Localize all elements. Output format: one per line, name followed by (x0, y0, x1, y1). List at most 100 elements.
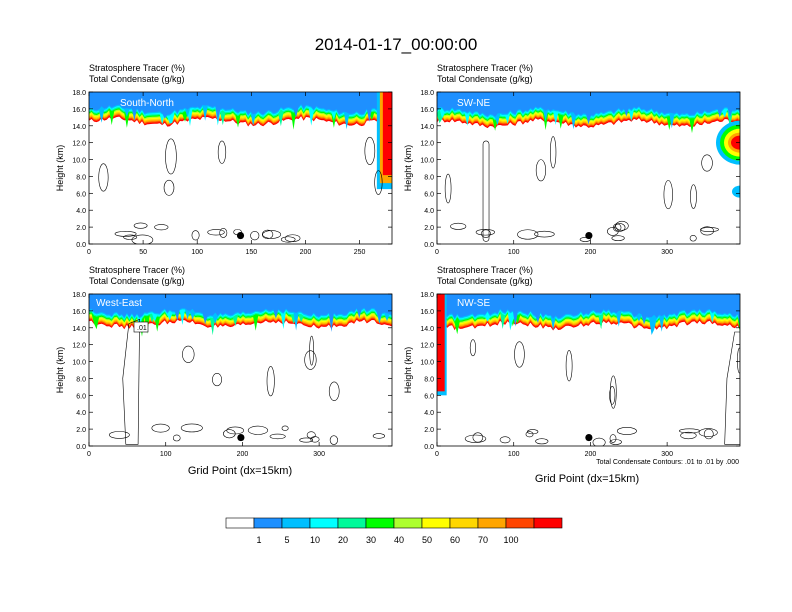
y-tick-label: 0.0 (76, 444, 86, 451)
condensate-contour (609, 386, 616, 405)
x-tick-label: 250 (354, 249, 366, 256)
plot-content (89, 294, 392, 445)
panel-title-line2: Total Condensate (g/kg) (437, 276, 533, 286)
condensate-contour (364, 136, 376, 165)
colorbar-swatch (393, 517, 423, 529)
condensate-contour (306, 431, 316, 439)
condensate-contour (611, 235, 625, 241)
condensate-contour (737, 347, 740, 374)
condensate-contour (219, 227, 228, 238)
y-tick-label: 12.0 (420, 343, 434, 350)
condensate-contour (151, 423, 170, 433)
condensate-contour (480, 229, 491, 238)
condensate-contour (114, 231, 137, 237)
panel-label: South-North (120, 98, 174, 109)
plot-frame (88, 91, 393, 245)
y-tick-label: 16.0 (420, 309, 434, 316)
y-tick-label: 6.0 (424, 393, 434, 400)
condensate-contour (328, 381, 340, 401)
colorbar-label: 40 (394, 535, 404, 545)
y-tick-label: 8.0 (424, 376, 434, 383)
condensate-contour (122, 318, 140, 445)
condensate-contour (499, 436, 511, 444)
condensate-contour (98, 163, 109, 192)
y-tick-label: 12.0 (72, 141, 86, 148)
colorbar-label: 20 (338, 535, 348, 545)
panel-title-line1: Stratosphere Tracer (%) (437, 265, 533, 275)
condensate-contour (304, 350, 317, 370)
condensate-contour (535, 159, 546, 182)
plot-frame (436, 91, 741, 245)
condensate-contour (663, 180, 673, 210)
colorbar-label: 10 (310, 535, 320, 545)
colorbar-label: 50 (422, 535, 432, 545)
condensate-contour (262, 230, 282, 239)
y-tick-label: 16.0 (72, 309, 86, 316)
location-marker (585, 231, 593, 240)
y-tick-label: 2.0 (76, 225, 86, 232)
condensate-contour (172, 434, 181, 442)
condensate-contour (610, 375, 617, 409)
y-tick-label: 10.0 (420, 360, 434, 367)
condensate-contour (374, 170, 383, 195)
condensate-contour (207, 229, 225, 236)
location-marker (237, 433, 245, 442)
y-tick-label: 14.0 (420, 124, 434, 131)
y-tick-label: 2.0 (424, 427, 434, 434)
y-tick-label: 14.0 (420, 326, 434, 333)
y-tick-label: 10.0 (420, 158, 434, 165)
condensate-contour (689, 235, 697, 242)
y-tick-label: 8.0 (424, 174, 434, 181)
colorbar-label: 30 (366, 535, 376, 545)
condensate-contour (616, 427, 637, 435)
colorbar-swatch (533, 517, 563, 529)
condensate-contour (701, 154, 713, 172)
condensate-contour (329, 435, 338, 445)
x-tick-label: 0 (87, 249, 91, 256)
colorbar: 1 5 10 20 30 40 50 60 70 100 (225, 517, 563, 545)
x-axis-label: Grid Point (dx=15km) (188, 465, 292, 477)
y-tick-label: 2.0 (424, 225, 434, 232)
tracer-intrusion-core (437, 294, 445, 392)
panel-south-north: Stratosphere Tracer (%) Total Condensate… (55, 63, 393, 256)
x-tick-label: 300 (661, 249, 673, 256)
condensate-contour (615, 220, 629, 231)
y-tick-label: 12.0 (72, 343, 86, 350)
y-tick-label: 18.0 (420, 90, 434, 97)
condensate-contour (266, 366, 275, 397)
condensate-contour (154, 224, 169, 231)
y-axis-label: Height (km) (55, 145, 65, 192)
condensate-contour (108, 431, 130, 439)
colorbar-swatch (281, 517, 311, 529)
y-tick-label: 6.0 (76, 393, 86, 400)
condensate-contour (281, 425, 289, 431)
colorbar-swatch (449, 517, 479, 529)
y-tick-label: 0.0 (424, 242, 434, 249)
condensate-contour (680, 431, 697, 440)
x-tick-label: 100 (191, 249, 203, 256)
condensate-contour (724, 331, 740, 445)
contour-note: Total Condensate Contours: .01 to .01 by… (596, 459, 739, 466)
y-tick-label: 12.0 (420, 141, 434, 148)
condensate-contour (703, 428, 714, 440)
contour-label: .01 (137, 325, 147, 332)
y-tick-label: 4.0 (76, 410, 86, 417)
plot-content (437, 294, 740, 446)
x-tick-label: 300 (661, 451, 673, 458)
condensate-contour (163, 179, 175, 196)
colorbar-swatch (421, 517, 451, 529)
panel-title-line1: Stratosphere Tracer (%) (89, 265, 185, 275)
location-marker (585, 433, 593, 442)
condensate-contour (527, 429, 539, 435)
condensate-contour (534, 230, 555, 238)
y-axis-label: Height (km) (403, 145, 413, 192)
plot-frame (88, 293, 393, 447)
condensate-contour (269, 433, 286, 440)
condensate-contour (592, 437, 606, 446)
condensate-contour (123, 234, 138, 240)
y-tick-label: 6.0 (424, 191, 434, 198)
x-tick-label: 150 (245, 249, 257, 256)
tracer-blob-small (732, 185, 740, 198)
x-tick-label: 200 (585, 451, 597, 458)
x-tick-label: 0 (435, 451, 439, 458)
